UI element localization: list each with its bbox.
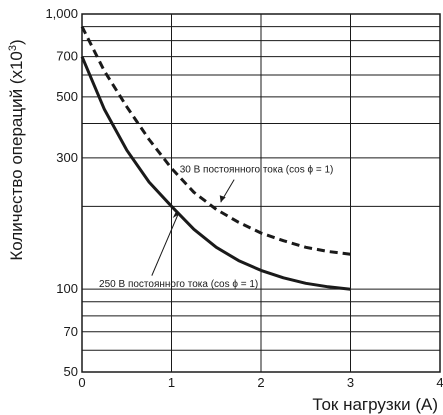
series-layer — [80, 25, 351, 291]
plot-frame — [81, 13, 441, 373]
y-tick-label: 50 — [64, 364, 78, 379]
y-axis-title-close: ) — [7, 39, 26, 45]
tick-labels: 50 70 100 300 500 700 1,000 0 1 2 3 4 — [45, 6, 443, 390]
axis-titles: Ток нагрузки (A) Количество операций (x10… — [7, 39, 438, 414]
x-tick-label: 1 — [168, 375, 175, 390]
y-axis-title: Количество операций (x103) — [7, 39, 26, 260]
annotations: 30 В постоянного тока (cos ϕ = 1) 250 В п… — [99, 165, 333, 290]
x-tick-label: 4 — [436, 375, 443, 390]
x-tick-label: 2 — [257, 375, 264, 390]
y-tick-label: 1,000 — [45, 6, 78, 21]
annotation-arrow-30v — [219, 195, 226, 203]
y-axis-title-main: Количество операций (x10 — [7, 51, 26, 261]
series-line-0 — [80, 25, 351, 256]
x-tick-label: 3 — [347, 375, 354, 390]
plot-border — [81, 13, 441, 373]
annotation-leader-250v — [151, 214, 179, 276]
y-tick-label: 500 — [56, 89, 78, 104]
y-tick-label: 700 — [56, 49, 78, 64]
y-axis-title-exponent: 3 — [7, 45, 19, 51]
y-tick-label: 70 — [64, 324, 78, 339]
y-tick-label: 100 — [56, 281, 78, 296]
grid — [82, 14, 440, 372]
x-tick-label: 0 — [78, 375, 85, 390]
annotation-arrow-250v — [172, 210, 178, 219]
x-axis-title: Ток нагрузки (A) — [312, 395, 438, 414]
y-tick-label: 300 — [56, 150, 78, 165]
series-line-1 — [80, 56, 351, 291]
annotation-label-30v: 30 В постоянного тока (cos ϕ = 1) — [180, 165, 334, 176]
annotation-label-250v: 250 В постоянного тока (cos ϕ = 1) — [99, 279, 258, 290]
